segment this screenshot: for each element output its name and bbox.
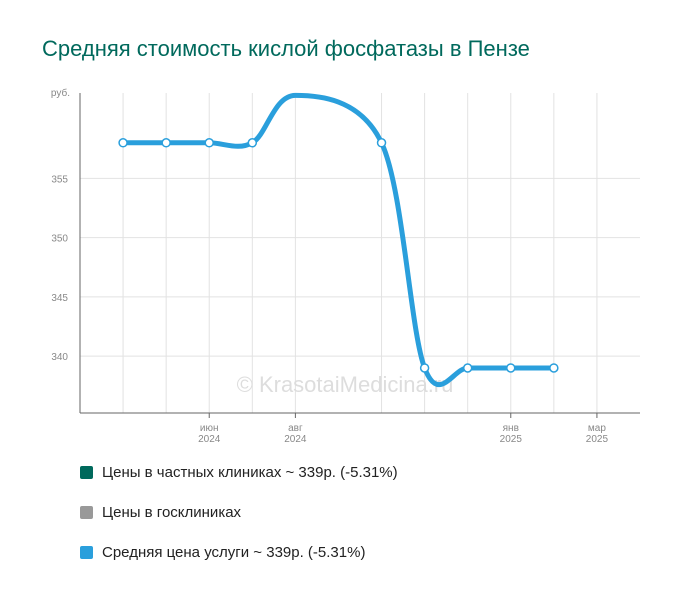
legend-swatch-average: [80, 545, 93, 559]
data-point: [376, 138, 387, 148]
x-tick-label: янв: [503, 423, 519, 434]
y-tick-label: 345: [51, 293, 68, 304]
x-tick-label: авг: [288, 423, 303, 434]
legend-item-private[interactable]: Цены в частных клиниках ~ 339р. (-5.31%): [80, 462, 398, 482]
data-point: [204, 138, 214, 148]
data-point: [549, 363, 559, 373]
x-tick-label: мар: [588, 423, 606, 434]
y-unit-label: руб.: [51, 87, 70, 99]
legend-swatch-public: [80, 505, 93, 519]
series-line: [120, 92, 557, 388]
x-tick-year-label: 2025: [500, 434, 523, 445]
data-point: [118, 138, 128, 148]
legend-item-public[interactable]: Цены в госклиниках: [80, 502, 398, 522]
watermark: © KrasotaiMedicina.ru: [237, 372, 454, 397]
y-tick-label: 340: [51, 352, 68, 363]
x-tick-year-label: 2024: [198, 434, 221, 445]
series-lines: [120, 92, 557, 388]
x-tick-year-label: 2025: [586, 434, 609, 445]
data-point: [506, 363, 516, 373]
legend-item-average[interactable]: Средняя цена услуги ~ 339р. (-5.31%): [80, 542, 398, 562]
x-tick-label: июн: [200, 423, 219, 434]
y-tick-label: 350: [51, 234, 68, 245]
legend: Цены в частных клиниках ~ 339р. (-5.31%)…: [80, 462, 398, 582]
axes: 340345350355руб.июн2024авг2024янв2025мар…: [51, 87, 640, 445]
data-point: [462, 363, 473, 373]
x-tick-year-label: 2024: [284, 434, 307, 445]
series-markers: [118, 138, 559, 373]
data-point: [419, 363, 430, 373]
chart-title: Средняя стоимость кислой фосфатазы в Пен…: [42, 36, 530, 61]
legend-label-private: Цены в частных клиниках ~ 339р. (-5.31%): [102, 463, 398, 481]
legend-swatch-private: [80, 465, 93, 479]
data-point: [247, 138, 258, 148]
y-tick-label: 355: [51, 174, 68, 185]
data-point: [161, 138, 171, 148]
legend-label-public: Цены в госклиниках: [102, 503, 242, 521]
legend-label-average: Средняя цена услуги ~ 339р. (-5.31%): [102, 543, 366, 561]
